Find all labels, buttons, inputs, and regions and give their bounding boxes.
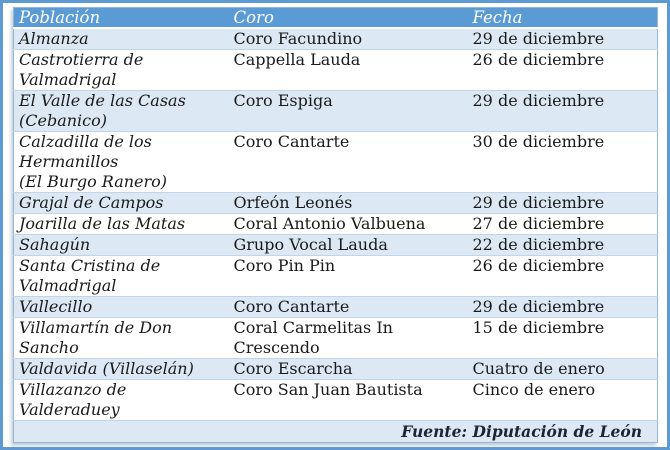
poblacion-cell: Vallecillo — [13, 296, 229, 318]
poblacion-cell: Valdavida (Villaselán) — [13, 358, 229, 380]
table-row: Castrotierra de Valmadrigal Cappella Lau… — [13, 49, 658, 91]
poblacion-cell: Grajal de Campos — [13, 192, 229, 214]
coro-cell: Coro Escarcha — [228, 358, 468, 380]
table-row: Joarilla de las Matas Coral Antonio Valb… — [13, 213, 658, 235]
coro-cell: Cappella Lauda — [228, 49, 468, 91]
table-row: Valdavida (Villaselán) Coro Escarcha Cua… — [13, 358, 658, 380]
column-header-coro: Coro — [228, 7, 468, 29]
poblacion-cell: Joarilla de las Matas — [13, 213, 229, 235]
coro-cell: Coro Facundino — [228, 28, 468, 50]
fecha-cell: 29 de diciembre — [467, 28, 658, 50]
fecha-cell: 29 de diciembre — [467, 192, 658, 214]
poblacion-cell: Villazanzo de Valderaduey — [13, 379, 229, 421]
fecha-cell: Cuatro de enero — [467, 358, 658, 380]
fecha-cell: 27 de diciembre — [467, 213, 658, 235]
fecha-cell: 29 de diciembre — [467, 90, 658, 132]
coro-cell: Coral Carmelitas In Crescendo — [228, 317, 468, 359]
table-row: Calzadilla de los Hermanillos (El Burgo … — [13, 131, 658, 193]
coro-cell: Coral Antonio Valbuena — [228, 213, 468, 235]
fecha-cell: 26 de diciembre — [467, 255, 658, 297]
poblacion-cell: Sahagún — [13, 234, 229, 256]
coro-cell: Coro San Juan Bautista — [228, 379, 468, 421]
column-header-poblacion: Población — [13, 7, 229, 29]
poblacion-cell: Santa Cristina de Valmadrigal — [13, 255, 229, 297]
table-row: Almanza Coro Facundino 29 de diciembre — [13, 28, 658, 50]
fecha-cell: 26 de diciembre — [467, 49, 658, 91]
fecha-cell: 22 de diciembre — [467, 234, 658, 256]
poblacion-cell: Calzadilla de los Hermanillos (El Burgo … — [13, 131, 229, 193]
table-row: Vallecillo Coro Cantarte 29 de diciembre — [13, 296, 658, 318]
table-row: Santa Cristina de Valmadrigal Coro Pin P… — [13, 255, 658, 297]
poblacion-cell: Castrotierra de Valmadrigal — [13, 49, 229, 91]
choir-schedule-table: Población Coro Fecha Almanza Coro Facund… — [13, 7, 658, 443]
source-credit: Fuente: Diputación de León — [13, 420, 658, 443]
fecha-cell: Cinco de enero — [467, 379, 658, 421]
coro-cell: Coro Cantarte — [228, 131, 468, 193]
fecha-cell: 29 de diciembre — [467, 296, 658, 318]
table-row: Sahagún Grupo Vocal Lauda 22 de diciembr… — [13, 234, 658, 256]
table-row: El Valle de las Casas (Cebanico) Coro Es… — [13, 90, 658, 132]
coro-cell: Coro Pin Pin — [228, 255, 468, 297]
table-header-row: Población Coro Fecha — [13, 7, 658, 29]
poblacion-cell: El Valle de las Casas (Cebanico) — [13, 90, 229, 132]
fecha-cell: 30 de diciembre — [467, 131, 658, 193]
poblacion-cell: Almanza — [13, 28, 229, 50]
coro-cell: Orfeón Leonés — [228, 192, 468, 214]
fecha-cell: 15 de diciembre — [467, 317, 658, 359]
poblacion-cell: Villamartín de Don Sancho — [13, 317, 229, 359]
table-row: Grajal de Campos Orfeón Leonés 29 de dic… — [13, 192, 658, 214]
coro-cell: Grupo Vocal Lauda — [228, 234, 468, 256]
coro-cell: Coro Espiga — [228, 90, 468, 132]
table-row: Villamartín de Don Sancho Coral Carmelit… — [13, 317, 658, 359]
column-header-fecha: Fecha — [467, 7, 658, 29]
table-row: Villazanzo de Valderaduey Coro San Juan … — [13, 379, 658, 421]
source-row: Fuente: Diputación de León — [13, 420, 658, 443]
coro-cell: Coro Cantarte — [228, 296, 468, 318]
